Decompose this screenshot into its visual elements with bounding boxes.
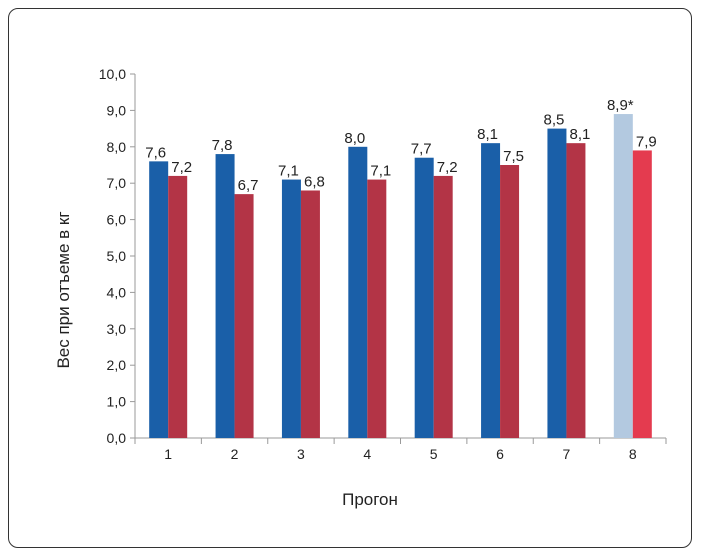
- x-tick-label: 4: [363, 446, 371, 462]
- y-tick-label: 4,0: [107, 284, 127, 300]
- data-label: 7,7: [411, 141, 432, 158]
- x-tick-label: 1: [164, 446, 172, 462]
- data-label: 8,1: [477, 126, 498, 143]
- y-tick-label: 5,0: [107, 248, 127, 264]
- bar-series-1: [547, 128, 567, 438]
- y-axis-title: Вес при отъеме в кг: [54, 211, 73, 368]
- y-tick-label: 6,0: [107, 212, 127, 228]
- y-tick-label: 3,0: [107, 321, 127, 337]
- data-label: 7,1: [370, 163, 391, 180]
- bar-series-1: [149, 161, 169, 439]
- bar-series-1: [215, 154, 235, 438]
- bar-series-1: [414, 157, 434, 438]
- data-label: 7,5: [503, 148, 524, 165]
- bar-series-2: [300, 190, 320, 438]
- x-tick-label: 2: [231, 446, 239, 462]
- x-tick-label: 6: [496, 446, 504, 462]
- data-labels: 7,6 7,2 7,8 6,7 7,1 6,8 8,0 7,1 7,7 7,2 8,1 7,5 8,5 8…: [145, 97, 656, 194]
- y-tick-label: 9,0: [107, 102, 127, 118]
- bar-series-2: [500, 165, 520, 438]
- data-label: 8,0: [344, 130, 365, 147]
- bar-series-1: [481, 143, 501, 438]
- bar-series-2: [367, 179, 387, 438]
- x-axis: 1 2 3 4 5 6 7 8: [134, 437, 667, 462]
- bar-series-2: [433, 175, 453, 439]
- bar-series-2: [168, 175, 188, 439]
- bar-series-2: [632, 150, 652, 438]
- data-label: 7,9: [636, 133, 657, 150]
- data-label: 8,9*: [607, 97, 634, 114]
- bar-series-1: [281, 179, 301, 438]
- y-tick-label: 8,0: [107, 139, 127, 155]
- x-tick-label: 5: [430, 446, 438, 462]
- y-tick-label: 0,0: [107, 430, 127, 446]
- y-tick-label: 2,0: [107, 357, 127, 373]
- data-label: 6,7: [238, 177, 259, 194]
- data-label: 7,2: [171, 159, 192, 176]
- bar-series-1: [348, 146, 368, 439]
- x-tick-label: 8: [629, 446, 637, 462]
- x-tick-label: 7: [563, 446, 571, 462]
- data-label: 7,1: [278, 163, 299, 180]
- data-label: 7,8: [212, 137, 233, 154]
- y-tick-label: 7,0: [107, 175, 127, 191]
- x-tick-label: 3: [297, 446, 305, 462]
- data-label: 8,1: [570, 126, 591, 143]
- y-tick-label: 1,0: [107, 394, 127, 410]
- bars: [149, 114, 652, 439]
- data-label: 6,8: [304, 173, 325, 190]
- bar-series-2: [234, 194, 254, 438]
- y-tick-label: 10,0: [99, 66, 126, 82]
- bar-series-1: [613, 114, 633, 438]
- data-label: 8,5: [544, 112, 565, 129]
- y-axis: 0,0 1,0 2,0 3,0 4,0 5,0 6,0 7,0 8,0 9,0 10,0: [99, 66, 136, 446]
- bar-series-2: [566, 143, 586, 438]
- x-axis-title: Прогон: [342, 490, 398, 509]
- data-label: 7,2: [437, 159, 458, 176]
- data-label: 7,6: [145, 144, 166, 161]
